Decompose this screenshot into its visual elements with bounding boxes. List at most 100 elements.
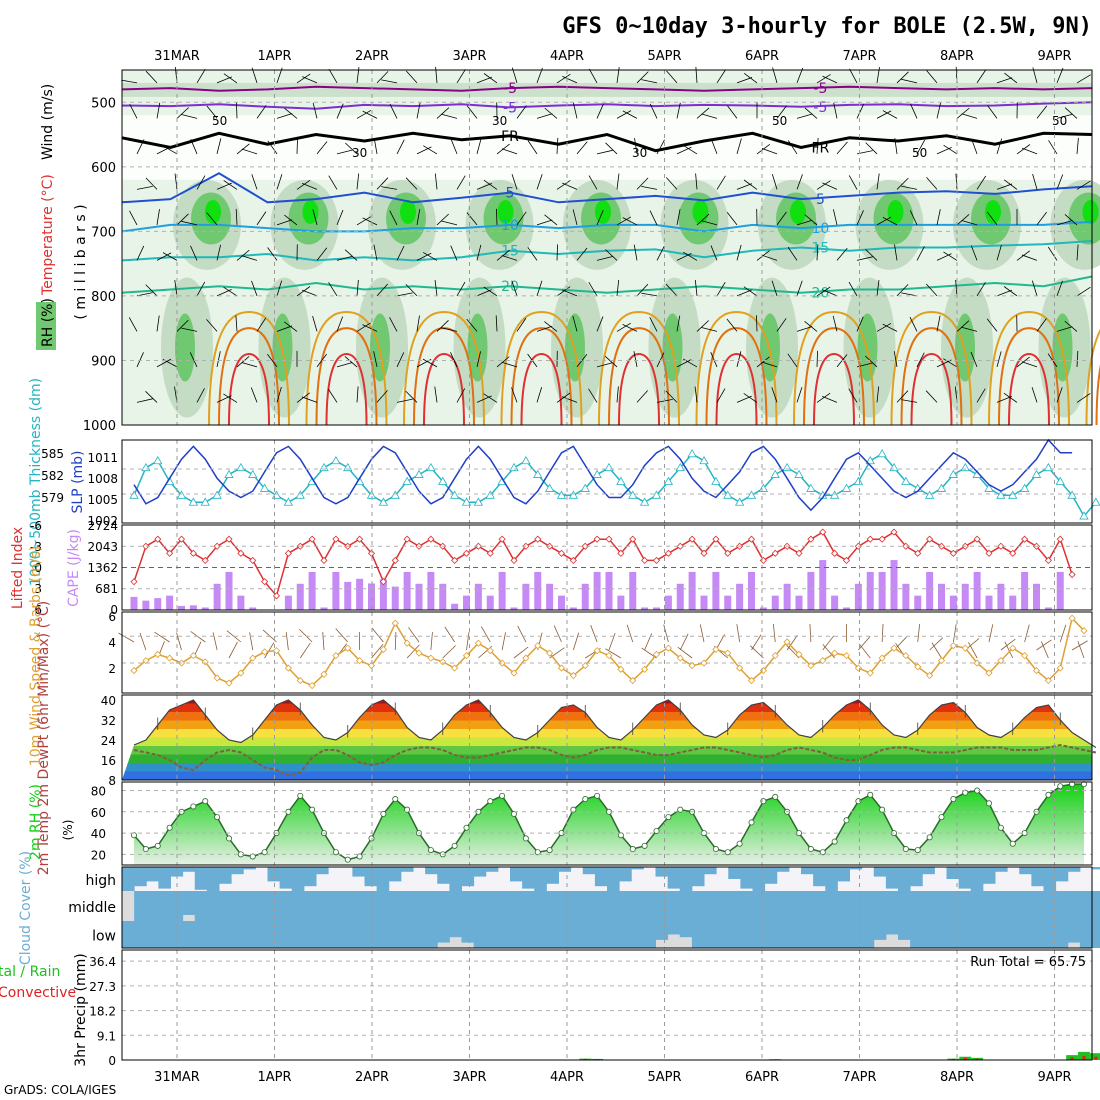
cloud-middle-cell <box>158 891 171 921</box>
wind-speed-marker <box>926 671 934 680</box>
rh2m-marker <box>997 824 1004 831</box>
surface-wind-barb <box>572 632 580 651</box>
rh2m-marker <box>914 847 921 854</box>
cape-bar <box>676 583 684 610</box>
wind-barb <box>976 388 986 403</box>
cloud-ylabel-group: Cloud Cover (%) <box>18 851 34 965</box>
cloud-level-label: low <box>92 929 116 945</box>
wind-speed-marker <box>902 652 910 660</box>
thickness-marker <box>1055 476 1065 485</box>
rh2m-marker <box>629 846 636 853</box>
wind-barb <box>696 320 709 332</box>
cape-bar <box>403 571 411 610</box>
wind-speed-marker <box>296 676 304 685</box>
wind-barb <box>865 142 878 155</box>
cape-bar <box>771 595 779 610</box>
date-label-top: 2APR <box>355 49 389 64</box>
precip-conv-bar <box>1070 1057 1074 1060</box>
slp-tick-label: 1011 <box>87 451 118 465</box>
cape-bar <box>1044 607 1052 610</box>
wind-tick-label: 2 <box>108 662 116 676</box>
wind-barb <box>236 143 250 155</box>
cape-bar <box>558 595 565 610</box>
lifted-index-marker <box>1068 571 1076 579</box>
rh2m-marker <box>404 806 411 813</box>
wind-barb <box>936 102 941 119</box>
cloud-high-cell <box>231 867 244 875</box>
surface-wind-barb <box>1077 640 1085 659</box>
rh-blob-bright <box>692 200 709 224</box>
thickness-marker <box>639 497 650 506</box>
thickness-tick-label: 582 <box>41 469 64 483</box>
cape-bar <box>736 583 744 610</box>
cloud-low-cell <box>1067 921 1081 943</box>
wind-barb <box>276 113 293 119</box>
wind-barb <box>588 281 598 297</box>
surface-wind-barb <box>822 635 835 651</box>
rh2m-marker <box>309 806 316 813</box>
wind-barb <box>1076 74 1091 84</box>
cloud-low-cell <box>982 921 996 948</box>
surface-wind-barb <box>626 624 634 643</box>
wind-barb <box>710 245 718 261</box>
wind-barb <box>848 388 858 403</box>
thickness-marker <box>806 483 816 492</box>
lifted-index-marker <box>949 549 957 557</box>
surface-wind-barb <box>736 624 741 643</box>
wind-barb <box>876 110 892 119</box>
thickness-marker <box>1008 490 1018 499</box>
wind-barb <box>376 283 389 297</box>
rh-blob-bright <box>400 200 416 224</box>
date-label-top: 7APR <box>842 49 876 64</box>
rh2m-marker <box>665 814 672 821</box>
date-label-top: 1APR <box>257 49 291 64</box>
cape-bar <box>997 583 1005 610</box>
wind-barb <box>943 251 958 261</box>
wind-speed-marker <box>771 652 779 660</box>
wind-barb <box>436 213 449 226</box>
wind-barb <box>256 105 267 119</box>
wind-barb <box>516 211 527 226</box>
cloud-low-cell <box>704 921 717 948</box>
cloud-level-label: high <box>85 873 116 889</box>
wind-barb <box>616 322 631 332</box>
rh2m-marker <box>986 800 993 807</box>
temp-band <box>122 754 1092 764</box>
wind-barb <box>816 286 831 297</box>
cloud-low-cell <box>522 921 535 948</box>
cape-bar <box>237 595 245 610</box>
slp-ylabel-group: SLP (mb) <box>70 450 86 513</box>
cape-bar <box>973 571 981 610</box>
thickness-tick-label: 585 <box>41 447 64 461</box>
cloud-low-cell <box>1079 921 1093 948</box>
rh2m-marker <box>855 798 862 805</box>
warm-isotherm-35 <box>618 352 660 426</box>
cloud-high-cell <box>691 867 705 887</box>
date-label-bottom: 2APR <box>355 1070 389 1085</box>
wind-barb <box>301 289 318 297</box>
wind-barb <box>276 174 283 190</box>
wind-barb <box>1003 392 1018 403</box>
isotherm-label: -5 <box>813 81 827 97</box>
wind-barb <box>328 282 338 297</box>
cloud-middle-cell <box>752 891 766 921</box>
wind-speed-marker <box>795 650 803 658</box>
cloud-middle-cell <box>352 891 365 921</box>
wind-barb <box>987 211 998 226</box>
wind-barb <box>562 76 578 84</box>
cloud-middle-cell <box>873 891 887 921</box>
lifted-index-marker <box>914 549 922 557</box>
upper-air-ylabels: RH (%) Temperature (°C) Wind (m/s) <box>36 84 56 350</box>
thickness-marker <box>794 469 804 478</box>
slp-line <box>133 438 1073 512</box>
wind-barb <box>466 212 478 226</box>
wind-speed-marker <box>166 654 174 662</box>
wind-speed-marker <box>154 650 162 658</box>
precip-tick-label: 18.2 <box>89 1005 116 1019</box>
wind-barb <box>716 175 726 190</box>
wind-barb <box>396 292 413 297</box>
wind-speed-marker <box>736 664 744 672</box>
ylabel-wind: Wind (m/s) <box>40 84 56 160</box>
wind-barb <box>576 141 588 155</box>
rh-contour-label: 30 <box>352 146 367 160</box>
